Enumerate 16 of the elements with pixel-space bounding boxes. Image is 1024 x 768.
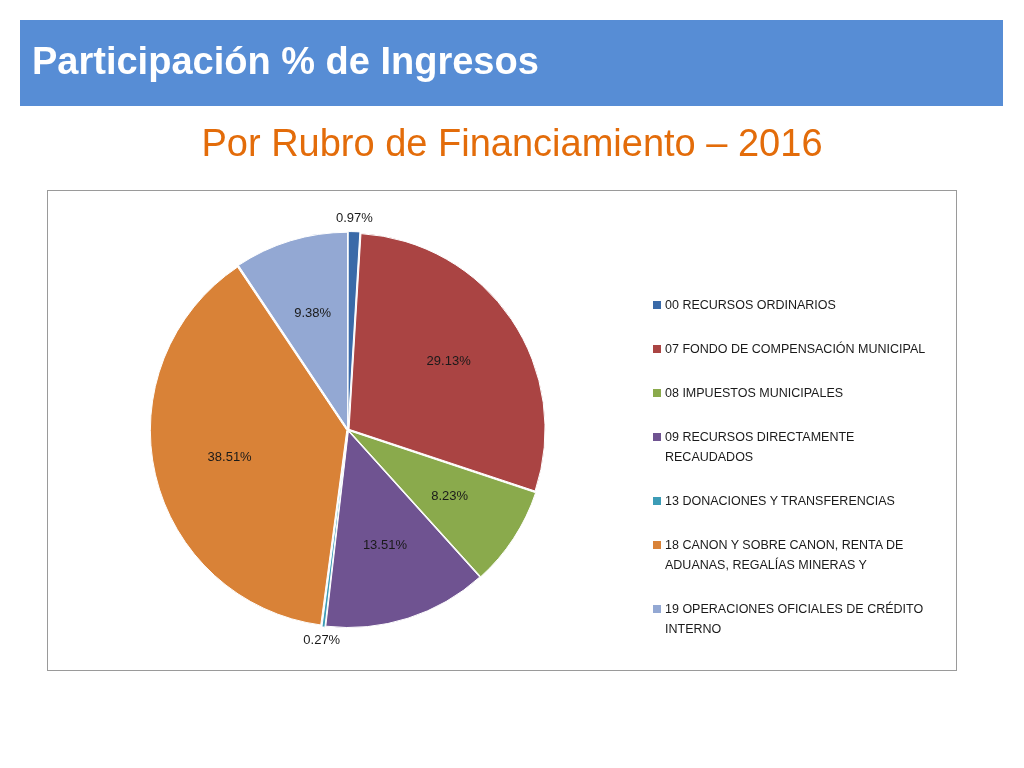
legend-label: 08 IMPUESTOS MUNICIPALES (665, 386, 844, 400)
legend-label: 19 OPERACIONES OFICIALES DE CRÉDITO INTERNO (665, 602, 924, 636)
data-label: 8.23% (431, 488, 469, 504)
data-label: 13.51% (362, 537, 408, 553)
legend-label: 09 RECURSOS DIRECTAMENTE RECAUDADOS (665, 430, 855, 464)
data-label: 0.27% (303, 631, 341, 647)
data-label: 9.38% (294, 305, 332, 321)
data-label: 38.51% (207, 449, 253, 465)
legend-label: 07 FONDO DE COMPENSACIÓN MUNICIPAL (665, 342, 926, 356)
data-label: 0.97% (336, 209, 374, 225)
chart-title: Participación % de Ingresos (32, 40, 539, 83)
legend-label: 00 RECURSOS ORDINARIOS (665, 298, 836, 312)
legend-label: 13 DONACIONES Y TRANSFERENCIAS (665, 494, 895, 508)
data-label: 29.13% (426, 353, 472, 369)
chart-subtitle: Por Rubro de Financiamiento – 2016 (200, 122, 824, 165)
legend-label: 18 CANON Y SOBRE CANON, RENTA DE ADUANAS, REGALÍAS MINERAS Y (665, 538, 904, 572)
